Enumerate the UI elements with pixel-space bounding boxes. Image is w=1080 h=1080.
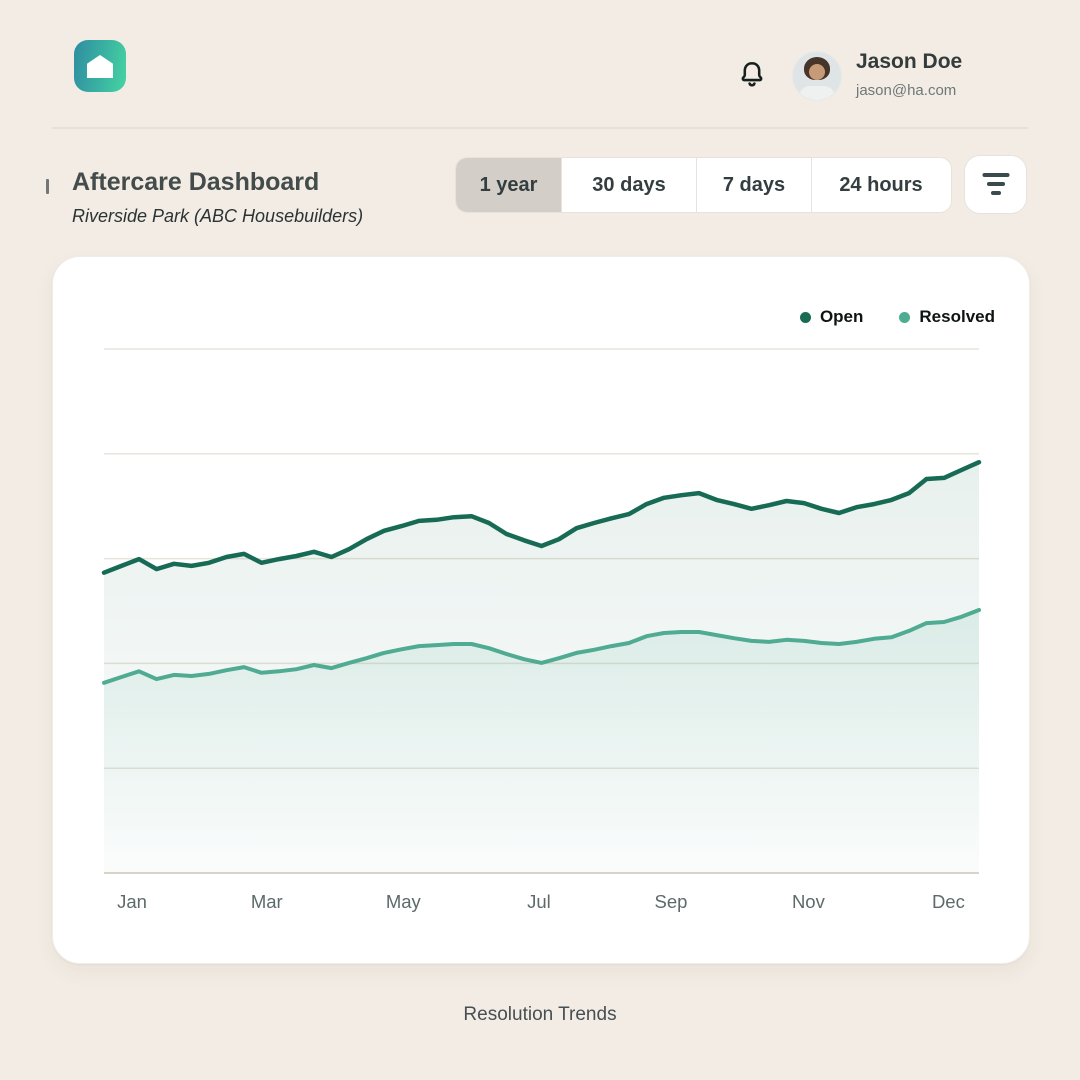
open-legend-dot xyxy=(799,311,811,323)
time-range-30-days[interactable]: 30 days xyxy=(561,158,696,212)
x-tick-label: Jul xyxy=(527,891,551,912)
x-tick-label: Nov xyxy=(792,891,826,912)
user-name: Jason Doe xyxy=(856,50,963,73)
legend-label-open: Open xyxy=(819,307,864,326)
filter-lines-icon xyxy=(990,191,1001,195)
x-tick-label: May xyxy=(386,891,422,912)
user-avatar[interactable] xyxy=(792,51,842,101)
time-range-7-days[interactable]: 7 days xyxy=(696,158,811,212)
open-line xyxy=(101,459,982,575)
time-range-segmented-control: 1 year 30 days 7 days 24 hours xyxy=(455,157,952,213)
filter-button[interactable] xyxy=(964,155,1027,214)
legend-item-resolved: Resolved xyxy=(899,307,995,327)
avatar-face xyxy=(809,64,825,80)
legend-item-open: Open xyxy=(799,307,864,327)
home-icon xyxy=(87,55,113,78)
filter-lines-icon xyxy=(982,173,1009,177)
x-tick-label: Dec xyxy=(932,891,965,912)
x-tick-label: Mar xyxy=(251,891,283,912)
chart-legend: Open Resolved xyxy=(799,307,995,327)
legend-label-resolved: Resolved xyxy=(919,307,995,326)
page-subtitle: Riverside Park (ABC Housebuilders) xyxy=(72,206,364,226)
app-logo[interactable] xyxy=(74,40,126,92)
x-tick-label: Sep xyxy=(655,891,688,912)
resolution-trends-card: Jan Mar May Jul Sep Nov Dec Open Resolved xyxy=(52,256,1030,964)
header-divider xyxy=(52,127,1028,129)
clipped-edge-mark xyxy=(46,179,49,194)
chart-caption: Resolution Trends xyxy=(463,1004,617,1025)
page-title: Aftercare Dashboard xyxy=(72,168,320,196)
time-range-24-hours[interactable]: 24 hours xyxy=(811,158,950,212)
resolved-area xyxy=(104,610,979,873)
avatar-shirt xyxy=(799,86,835,100)
user-email: jason@ha.com xyxy=(856,82,957,99)
x-tick-label: Jan xyxy=(117,891,147,912)
notification-bell-icon[interactable] xyxy=(736,58,768,92)
time-range-1-year[interactable]: 1 year xyxy=(456,158,561,212)
resolved-line xyxy=(102,608,981,685)
filter-lines-icon xyxy=(986,182,1005,186)
resolved-legend-dot xyxy=(899,311,911,323)
resolution-trends-chart: Jan Mar May Jul Sep Nov Dec xyxy=(101,348,982,912)
